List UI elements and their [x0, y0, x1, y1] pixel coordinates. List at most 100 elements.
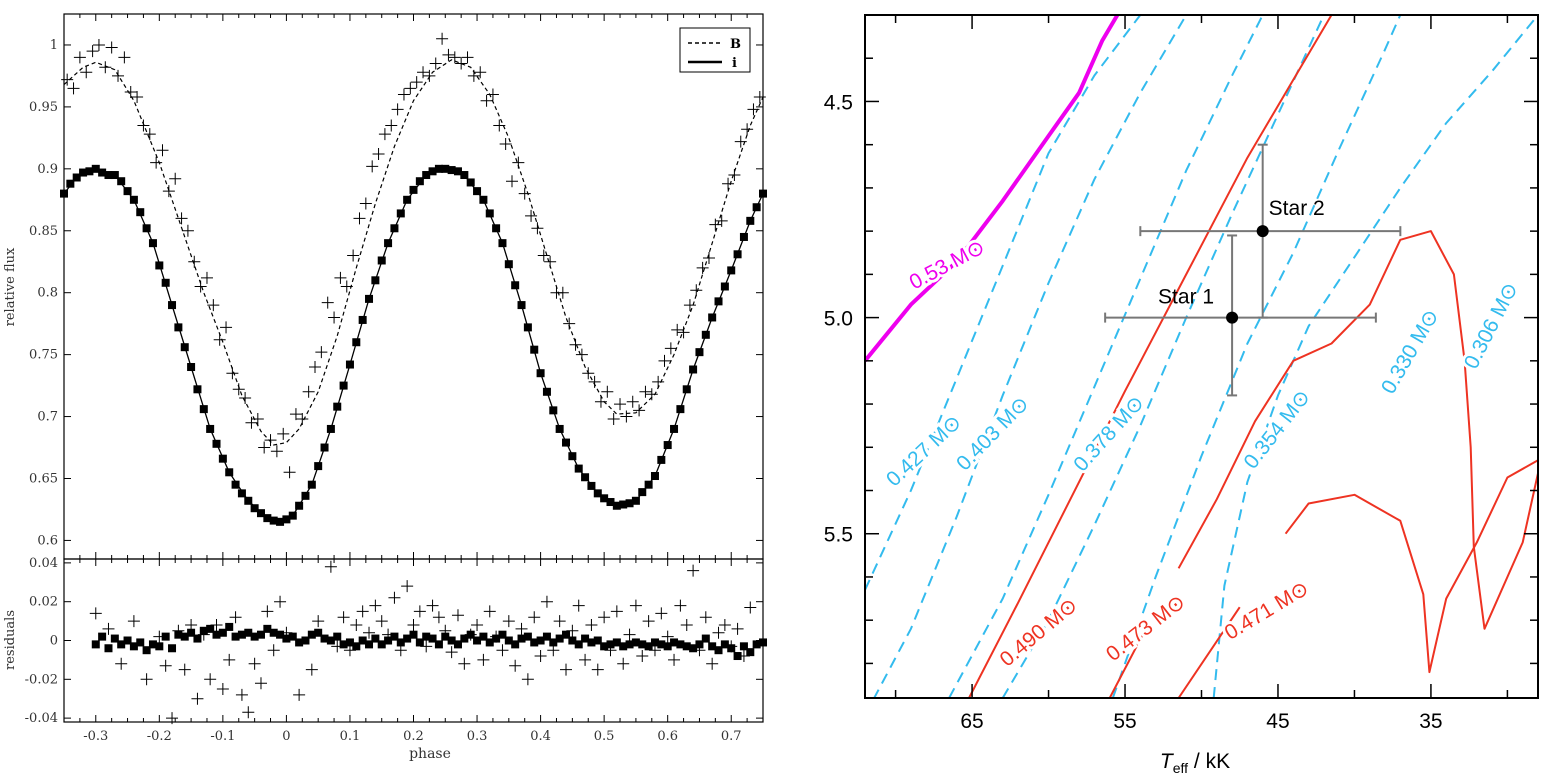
b-band-residual-point — [731, 622, 744, 635]
i-band-point — [358, 315, 367, 324]
b-band-residual-point — [636, 650, 649, 663]
star-label: Star 1 — [1158, 286, 1214, 309]
i-band-point — [396, 209, 405, 218]
legend: B i — [679, 27, 751, 73]
i-band-point — [549, 406, 558, 415]
i-band-point — [174, 323, 183, 332]
b-band-point — [232, 383, 245, 396]
i-band-point — [422, 171, 431, 180]
b-band-residual-point — [426, 599, 439, 612]
b-band-point — [245, 416, 258, 429]
i-band-point — [485, 209, 494, 218]
i-band-residual-point — [104, 644, 113, 653]
b-band-point — [359, 197, 372, 210]
i-band-residual-point — [708, 642, 717, 651]
i-band-residual-point — [168, 644, 177, 653]
i-band-residual-point — [714, 646, 723, 655]
b-band-residual-point — [680, 618, 693, 631]
b-band-point — [569, 338, 582, 351]
i-band-point — [320, 443, 329, 452]
b-band-residual-point — [312, 615, 325, 628]
b-band-residual-point — [407, 618, 420, 631]
b-band-point — [353, 212, 366, 225]
i-band-residual-point — [657, 640, 666, 649]
track-label: 0.427 M⊙ — [882, 411, 966, 492]
b-band-point — [340, 280, 353, 293]
i-band-residual-point — [117, 640, 126, 649]
b-band-point — [633, 404, 646, 417]
i-band-point — [371, 276, 380, 285]
b-band-point — [690, 284, 703, 297]
i-band-point — [409, 185, 418, 194]
track-label: 0.490 M⊙ — [996, 594, 1082, 672]
b-band-point — [442, 48, 455, 61]
i-band-residual-point — [295, 638, 304, 647]
b-band-point — [328, 311, 341, 324]
i-band-point — [142, 224, 151, 233]
i-band-residual-point — [739, 642, 748, 651]
b-band-point — [137, 119, 150, 132]
i-band-point — [530, 345, 539, 354]
phase-xtick-label: 0.7 — [721, 729, 742, 744]
kiel-ytick-label: 4.5 — [824, 91, 853, 114]
light-curve-ytick-label: 0.95 — [29, 100, 58, 115]
i-band-point — [365, 294, 374, 303]
residuals-ytick-label: 0.02 — [29, 595, 58, 610]
i-band-residual-point — [345, 638, 354, 647]
b-band-residual-point — [528, 611, 541, 624]
phase-xtick-label: 0.4 — [530, 729, 551, 744]
i-band-point — [244, 496, 253, 505]
i-band-residual-point — [600, 642, 609, 651]
i-band-residual-point — [638, 640, 647, 649]
i-band-point — [282, 515, 291, 524]
b-band-residual-point — [687, 564, 700, 577]
i-band-residual-point — [536, 636, 545, 645]
b-band-point — [258, 441, 271, 454]
i-band-residual-point — [422, 632, 431, 641]
i-band-point — [600, 494, 609, 503]
i-band-point — [568, 452, 577, 461]
b-band-residual-point — [477, 653, 490, 666]
b-band-residual-point — [718, 618, 731, 631]
teff-subscript: eff — [1173, 760, 1188, 776]
i-band-residual-point — [403, 634, 412, 643]
i-band-residual-point — [434, 640, 443, 649]
b-band-point — [658, 354, 671, 367]
i-band-residual-point — [568, 636, 577, 645]
i-band-point — [326, 424, 335, 433]
b-band-point — [582, 367, 595, 380]
legend-b-label: B — [730, 37, 741, 52]
i-band-point — [231, 480, 240, 489]
b-band-residual-point — [483, 605, 496, 618]
b-band-residual-point — [598, 611, 611, 624]
i-band-residual-point — [504, 636, 513, 645]
phase-xtick-label: 0.1 — [340, 729, 361, 744]
track-0.354 — [1001, 15, 1325, 698]
light-curve-ytick-label: 0.75 — [29, 348, 58, 363]
b-band-point — [544, 255, 557, 268]
b-band-point — [105, 41, 118, 54]
b-band-point — [277, 427, 290, 440]
i-band-residual-point — [619, 642, 628, 651]
i-band-point — [129, 195, 138, 204]
track-label: 0.330 M⊙ — [1377, 305, 1444, 397]
b-band-residual-point — [661, 630, 674, 643]
i-band-point — [428, 167, 437, 176]
light-curve-ytick-label: 0.85 — [29, 224, 58, 239]
b-band-residual-point — [706, 657, 719, 670]
i-band-point — [555, 424, 564, 433]
light-curve-ytick-label: 0.6 — [37, 533, 58, 548]
i-band-point — [727, 266, 736, 275]
b-band-point — [334, 271, 347, 284]
i-band-point — [650, 472, 659, 481]
b-band-residual-point — [204, 673, 217, 686]
i-band-residual-point — [498, 630, 507, 639]
phase-xtick-label: 0.5 — [594, 729, 615, 744]
b-band-point — [652, 375, 665, 388]
i-band-residual-point — [110, 634, 119, 643]
b-band-residual-point — [515, 622, 528, 635]
i-band-point — [110, 171, 119, 180]
i-band-point — [434, 164, 443, 173]
i-band-residual-point — [307, 630, 316, 639]
i-band-residual-point — [276, 630, 285, 639]
